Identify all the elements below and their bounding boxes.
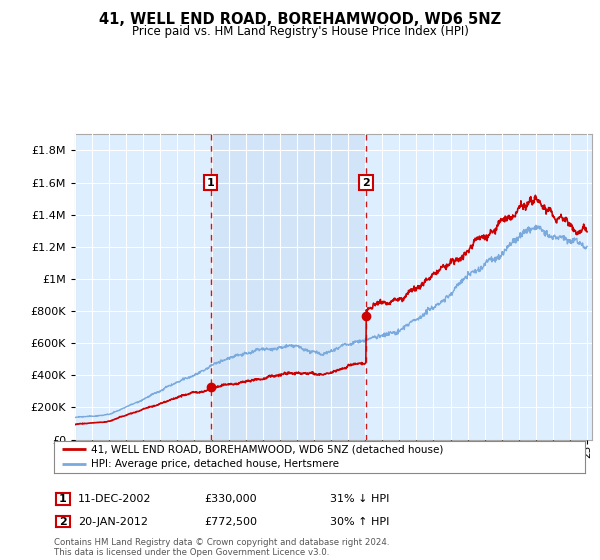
Text: HPI: Average price, detached house, Hertsmere: HPI: Average price, detached house, Hert… (91, 459, 339, 469)
Text: 31% ↓ HPI: 31% ↓ HPI (330, 494, 389, 504)
Text: 11-DEC-2002: 11-DEC-2002 (78, 494, 151, 504)
Text: Price paid vs. HM Land Registry's House Price Index (HPI): Price paid vs. HM Land Registry's House … (131, 25, 469, 38)
Text: 30% ↑ HPI: 30% ↑ HPI (330, 517, 389, 527)
Text: 1: 1 (207, 178, 215, 188)
Text: £330,000: £330,000 (204, 494, 257, 504)
Text: 41, WELL END ROAD, BOREHAMWOOD, WD6 5NZ: 41, WELL END ROAD, BOREHAMWOOD, WD6 5NZ (99, 12, 501, 27)
Text: 2: 2 (59, 517, 67, 527)
Text: £772,500: £772,500 (204, 517, 257, 527)
Bar (211, 134, 366, 440)
Text: 41, WELL END ROAD, BOREHAMWOOD, WD6 5NZ (detached house): 41, WELL END ROAD, BOREHAMWOOD, WD6 5NZ … (91, 445, 443, 455)
Text: Contains HM Land Registry data © Crown copyright and database right 2024.
This d: Contains HM Land Registry data © Crown c… (54, 538, 389, 557)
Text: 2: 2 (362, 178, 370, 188)
Text: 20-JAN-2012: 20-JAN-2012 (78, 517, 148, 527)
Text: 1: 1 (59, 494, 67, 504)
